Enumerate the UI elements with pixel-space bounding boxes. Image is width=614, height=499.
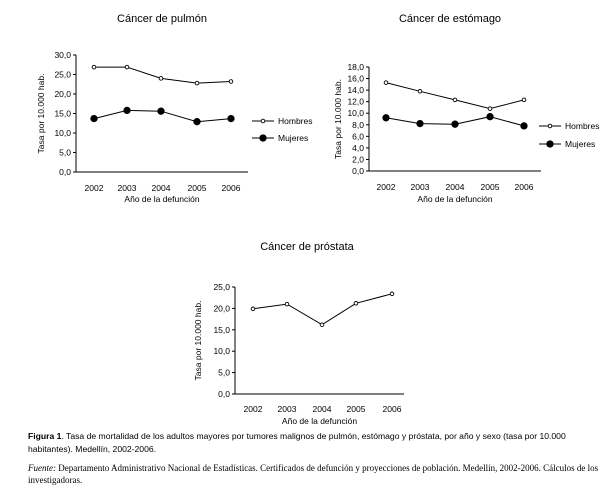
y-tick-label: 25,0 [213,282,230,292]
legend-marker-hombres [260,118,266,124]
y-tick-label: 15,0 [54,109,71,119]
y-axis-label: Tasa por 10.000 hab. [333,79,343,159]
x-axis-label: Año de la defunción [282,416,357,426]
legend-label-mujeres: Mujeres [278,133,308,143]
source-text: Departamento Administrativo Nacional de … [28,463,599,485]
y-tick-label: 0,0 [218,389,230,399]
series-mujeres-point [451,120,459,128]
series-hombres-point [91,64,97,70]
y-tick-label: 30,0 [54,50,71,60]
caption-text: . Tasa de mortalidad de los adultos mayo… [28,431,566,454]
series-hombres-point [383,80,389,85]
series-hombres-point [284,301,290,307]
series-hombres-point [353,301,359,306]
y-tick-label: 12,0 [347,97,364,107]
x-tick-label: 2004 [313,404,332,414]
y-tick-label: 10,0 [213,346,230,356]
series-hombres-point [319,322,325,327]
legend-label-hombres: Hombres [278,116,312,126]
y-tick-label: 10,0 [347,108,364,118]
series-hombres-line [252,293,393,326]
y-tick-label: 25,0 [54,70,71,80]
chart-title: Cáncer de pulmón [117,13,207,25]
series-mujeres-point [157,107,165,115]
x-tick-label: 2005 [188,183,207,193]
series-mujeres-point [123,106,131,115]
x-tick-label: 2002 [244,404,263,414]
legend-marker-hombres [547,123,553,129]
x-tick-label: 2005 [347,404,366,414]
y-tick-label: 16,0 [347,74,364,84]
series-hombres-point [194,80,200,86]
figure-source: Fuente: Departamento Administrativo Naci… [28,462,608,486]
y-tick-label: 20,0 [54,89,71,99]
chart-title: Cáncer de estómago [399,13,501,25]
y-tick-label: 6,0 [352,131,364,141]
x-tick-label: 2006 [515,182,534,192]
y-tick-label: 20,0 [213,303,230,313]
y-tick-label: 10,0 [54,128,71,138]
chart-stomach-cancer: Cáncer de estómago 0,0 2,04,0 6,08,0 10,012,… [333,13,599,204]
legend-label-mujeres: Mujeres [565,139,595,149]
caption-label: Figura 1 [28,431,62,441]
y-tick-label: 8,0 [352,120,364,130]
y-tick-label: 5,0 [59,148,71,158]
y-tick-label: 14,0 [347,85,364,95]
series-hombres-point [487,106,493,111]
x-tick-label: 2004 [446,182,465,192]
x-tick-label: 2006 [222,183,241,193]
y-axis-label: Tasa por 10.000 hab. [193,301,203,381]
series-hombres-point [452,97,458,103]
series-mujeres-point [486,113,494,121]
source-label: Fuente: [28,463,56,473]
y-tick-label: 5,0 [218,368,230,378]
x-tick-label: 2005 [481,182,500,192]
series-mujeres-point [90,114,98,123]
series-hombres-point [228,79,234,84]
series-hombres-point [521,97,527,103]
series-mujeres-point [193,118,201,126]
figure-caption: Figura 1. Tasa de mortalidad de los adul… [28,430,608,456]
legend-marker-mujeres [546,140,554,148]
series-hombres-point [158,76,164,81]
series-hombres-line [385,82,525,110]
x-axis-label: Año de la defunción [417,194,492,204]
x-tick-label: 2003 [118,183,137,193]
y-tick-label: 18,0 [347,62,364,72]
figure-charts: Cáncer de pulmón 0,0 5,0 10,0 15,0 20,0 25,0 30… [36,13,599,426]
chart-prostate-cancer: Cáncer de próstata 0,0 5,0 10,0 15,0 20,0 25,0… [193,241,404,426]
y-tick-label: 0,0 [59,167,71,177]
x-tick-label: 2002 [377,182,396,192]
y-axis-label: Tasa por 10.000 hab. [36,74,46,154]
x-tick-label: 2002 [85,183,104,193]
y-tick-label: 4,0 [352,143,364,153]
legend-marker-mujeres [259,134,267,142]
series-mujeres-point [227,114,235,123]
x-axis-label: Año de la defunción [124,194,199,204]
y-tick-label: 15,0 [213,325,230,335]
series-hombres-point [417,89,423,94]
series-mujeres-point [520,122,528,130]
series-hombres-point [124,64,130,70]
y-tick-label: 0,0 [352,166,364,176]
series-mujeres-point [416,119,424,128]
y-tick-label: 2,0 [352,154,364,164]
chart-title: Cáncer de próstata [260,241,354,253]
series-mujeres-point [382,114,390,122]
chart-lung-cancer: Cáncer de pulmón 0,0 5,0 10,0 15,0 20,0 25,0 30… [36,13,312,204]
x-tick-label: 2006 [383,404,402,414]
series-hombres-point [250,306,256,312]
x-tick-label: 2004 [152,183,171,193]
series-hombres-point [389,291,395,297]
series-hombres-line [94,66,232,84]
x-tick-label: 2003 [411,182,430,192]
legend-label-hombres: Hombres [565,121,599,131]
x-tick-label: 2003 [278,404,297,414]
